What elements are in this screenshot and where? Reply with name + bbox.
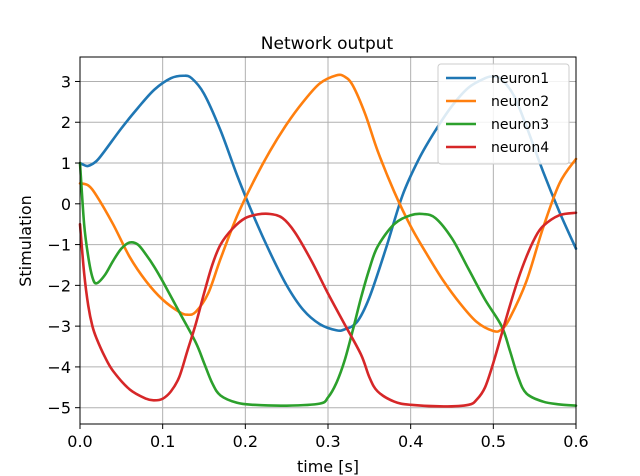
series-line-neuron4 [78, 211, 578, 408]
x-ticks: 0.0 0.1 0.2 0.3 0.4 0.5 0.6 [67, 424, 589, 451]
y-tick-label: 1 [61, 154, 71, 173]
x-tick-label: 0.0 [67, 432, 92, 451]
y-tick-label: −2 [47, 276, 71, 295]
legend-label-neuron2: neuron2 [491, 94, 549, 110]
x-tick-label: 0.4 [398, 432, 423, 451]
y-tick-label: −4 [47, 358, 71, 377]
x-tick-label: 0.3 [315, 432, 340, 451]
y-tick-label: 3 [61, 72, 71, 91]
x-axis-label: time [s] [297, 457, 359, 476]
legend-label-neuron3: neuron3 [491, 117, 549, 133]
y-tick-label: −3 [47, 317, 71, 336]
series-line-neuron3 [78, 161, 578, 407]
legend-label-neuron4: neuron4 [491, 140, 549, 156]
y-tick-label: 2 [61, 113, 71, 132]
legend-label-neuron1: neuron1 [491, 71, 549, 87]
y-axis-label: Stimulation [16, 195, 35, 287]
chart-title: Network output [261, 34, 394, 54]
legend-box [437, 63, 570, 165]
y-ticks: 3 2 1 0 −1 −2 −3 −4 −5 [47, 72, 80, 418]
x-tick-label: 0.1 [150, 432, 175, 451]
y-tick-label: 0 [61, 195, 71, 214]
x-tick-label: 0.2 [233, 432, 258, 451]
series-line-neuron2 [78, 73, 578, 333]
y-tick-label: −5 [47, 399, 71, 418]
x-tick-label: 0.6 [563, 432, 588, 451]
y-tick-label: −1 [47, 236, 71, 255]
x-tick-label: 0.5 [481, 432, 506, 451]
legend: neuron1 neuron2 neuron3 neuron4 [437, 63, 570, 165]
